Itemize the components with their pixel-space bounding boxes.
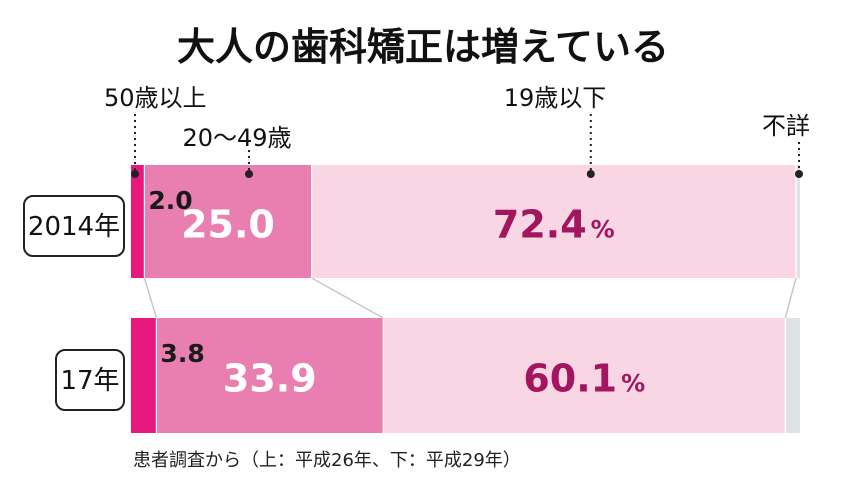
series-label: 20～49歳: [182, 124, 291, 152]
category-label: 2014年: [28, 212, 120, 242]
bar-segment: [156, 318, 384, 433]
series-leader-dot: [586, 170, 595, 178]
segment-connector-line: [311, 277, 384, 319]
category-label: 17年: [60, 366, 119, 396]
series-leader-dot: [795, 170, 803, 178]
bar-segment: [131, 318, 157, 433]
chart-title: 大人の歯科矯正は増えている: [177, 25, 669, 69]
category-label-box: [23, 195, 125, 257]
bar-segment: [131, 165, 145, 278]
segment-connector-line: [784, 277, 797, 319]
data-label: 25.0: [181, 203, 275, 247]
series-leader-dot: [245, 170, 254, 178]
data-label-value: 72.4: [493, 203, 587, 247]
category-label-box: [55, 349, 125, 411]
bar-segment: [311, 165, 796, 278]
source-note: 患者調査から（上：平成26年、下：平成29年）: [133, 450, 521, 471]
bar-segment: [383, 318, 786, 433]
segment-connector-line: [143, 277, 158, 319]
data-label-value: 60.1: [523, 357, 617, 401]
bar-segment: [144, 165, 312, 278]
data-label: 72.4%: [493, 203, 615, 247]
bar-segment: [785, 318, 800, 433]
percent-sign: %: [591, 216, 615, 244]
data-label: 2.0: [148, 186, 192, 215]
series-label: 19歳以下: [504, 84, 607, 112]
series-leader-dot: [131, 170, 139, 178]
series-label: 50歳以上: [104, 84, 207, 112]
bar-segment: [795, 165, 800, 278]
data-label: 3.8: [160, 339, 204, 368]
data-label: 60.1%: [523, 357, 645, 401]
percent-sign: %: [621, 370, 645, 398]
data-label: 33.9: [223, 357, 317, 401]
series-label: 不詳: [762, 112, 810, 140]
